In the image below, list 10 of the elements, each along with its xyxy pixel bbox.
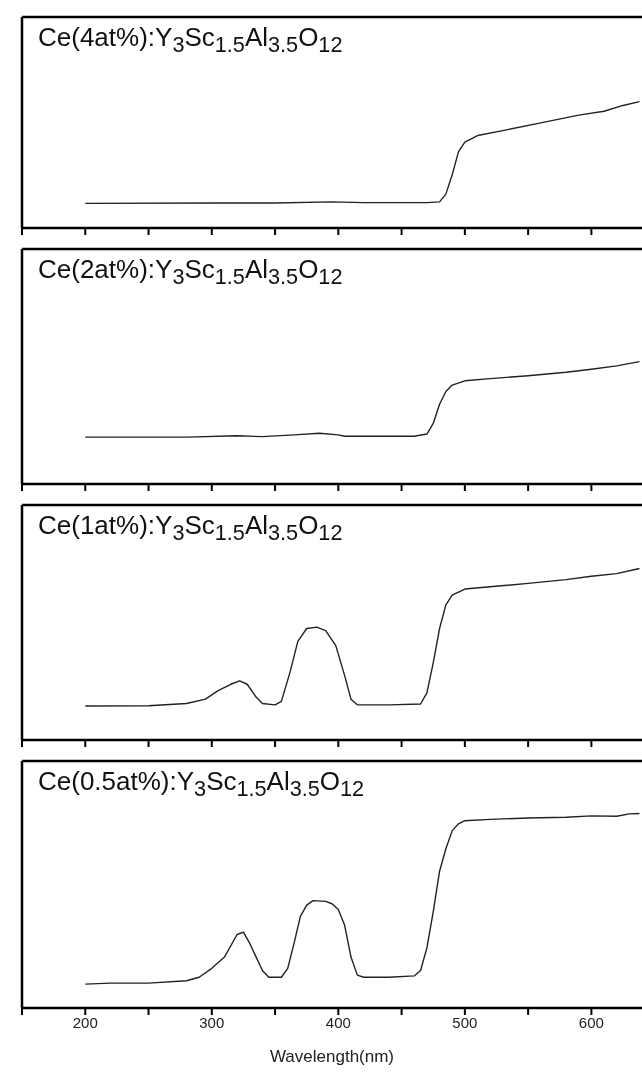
x-tick-label: 500: [452, 1013, 478, 1031]
x-tick-label: 200: [72, 1013, 98, 1031]
chart-title: Ce(1at%):Y$_{3}$Sc$_{1.5}$Al$_{3.5}$O$_{12}$: [38, 510, 343, 547]
x-axis-title: Wavelength(nm): [269, 1047, 395, 1066]
x-tick-label: 300: [199, 1013, 225, 1031]
chart-title: Ce(4at%):Y$_{3}$Sc$_{1.5}$Al$_{3.5}$O$_{12}$: [38, 22, 343, 59]
x-tick-label: 400: [325, 1013, 351, 1031]
chart-title: Ce(0.5at%):Y$_{3}$Sc$_{1.5}$Al$_{3.5}$O$_{12}$: [38, 766, 365, 803]
chart-title: Ce(2at%):Y$_{3}$Sc$_{1.5}$Al$_{3.5}$O$_{12}$: [38, 254, 343, 291]
x-tick-label: 600: [578, 1013, 604, 1031]
